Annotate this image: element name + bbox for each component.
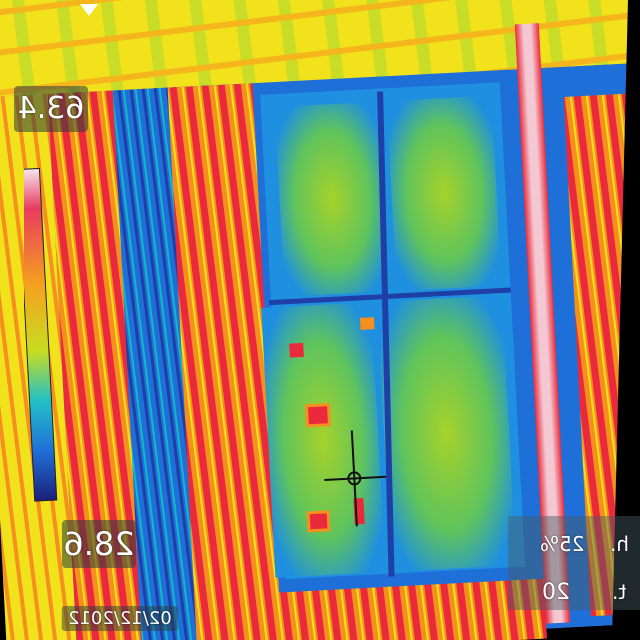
unit-label-top: h.: [610, 532, 630, 556]
crosshair-icon: [324, 430, 387, 527]
emissivity-value: 20: [542, 580, 570, 605]
max-temp-label: 63.4: [14, 86, 88, 132]
humidity-value: 25%: [540, 532, 585, 556]
info-panel: [508, 516, 640, 610]
min-temp-label: 28.6: [62, 520, 136, 568]
cursor-marker-icon: [80, 4, 98, 16]
temperature-scale-bar: [24, 167, 58, 502]
unit-label-bottom: t.: [612, 580, 627, 604]
date-stamp: 02/12/2012: [62, 606, 178, 631]
